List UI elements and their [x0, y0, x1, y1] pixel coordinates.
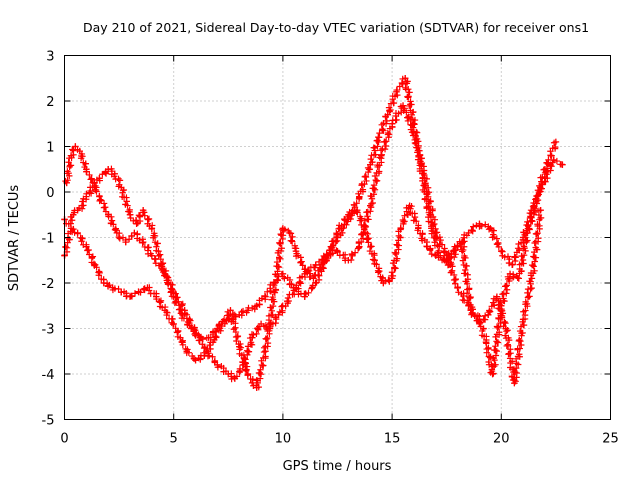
x-axis-label: GPS time / hours	[283, 459, 392, 474]
y-tick-label: 1	[46, 141, 54, 156]
y-tick-label: -5	[42, 414, 55, 429]
x-tick-label: 5	[170, 432, 178, 447]
x-tick-label: 25	[602, 432, 619, 447]
y-tick-label: -2	[42, 277, 55, 292]
y-tick-label: -1	[42, 232, 55, 247]
series-track-2	[62, 102, 560, 383]
data-marks	[61, 75, 566, 391]
axis-ticks: 0 5 10 15 20 25 -5 -4 -3 -2 -1 0 1 2 3	[42, 50, 619, 447]
y-axis-label: SDTVAR / TECUs	[7, 185, 22, 292]
x-tick-label: 20	[493, 432, 510, 447]
x-tick-label: 0	[60, 432, 68, 447]
y-tick-label: 0	[46, 186, 54, 201]
y-tick-label: -3	[42, 323, 55, 338]
y-tick-label: 2	[46, 95, 54, 110]
y-tick-label: -4	[42, 368, 55, 383]
chart-title: Day 210 of 2021, Sidereal Day-to-day VTE…	[83, 20, 589, 35]
x-tick-label: 15	[384, 432, 401, 447]
y-tick-label: 3	[46, 50, 54, 65]
x-tick-label: 10	[275, 432, 292, 447]
series-markers	[62, 102, 560, 383]
